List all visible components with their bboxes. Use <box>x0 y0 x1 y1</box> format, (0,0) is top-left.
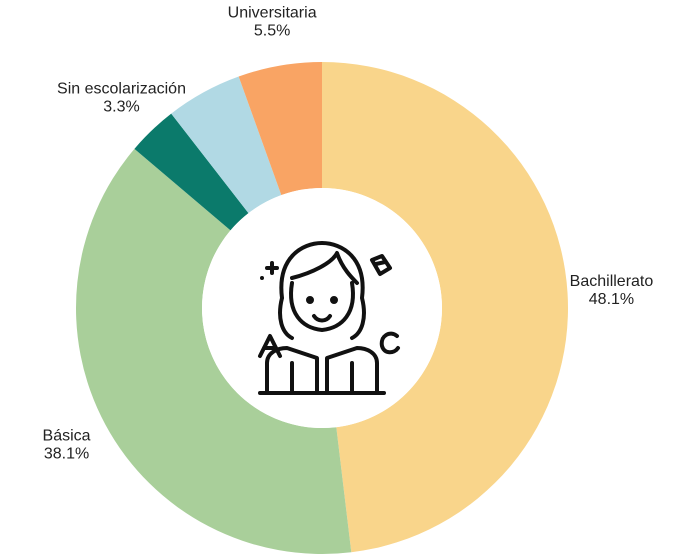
slice <box>322 62 569 553</box>
slice-label: Universitaria <box>228 5 317 22</box>
slice <box>76 148 352 554</box>
donut-hole <box>202 188 442 428</box>
slice <box>134 113 249 231</box>
slice <box>171 76 282 214</box>
slice-label: Básica <box>43 428 91 445</box>
value-label: 5.5% <box>254 23 290 40</box>
slice-label: Bachillerato <box>570 273 654 290</box>
slices <box>76 62 569 554</box>
slice <box>238 62 322 196</box>
value-label: 38.1% <box>44 446 89 463</box>
value-label: 3.3% <box>103 99 139 116</box>
value-label: 48.1% <box>589 291 634 308</box>
center-icon <box>258 241 400 395</box>
slice-label: Sin escolarización <box>57 81 186 98</box>
